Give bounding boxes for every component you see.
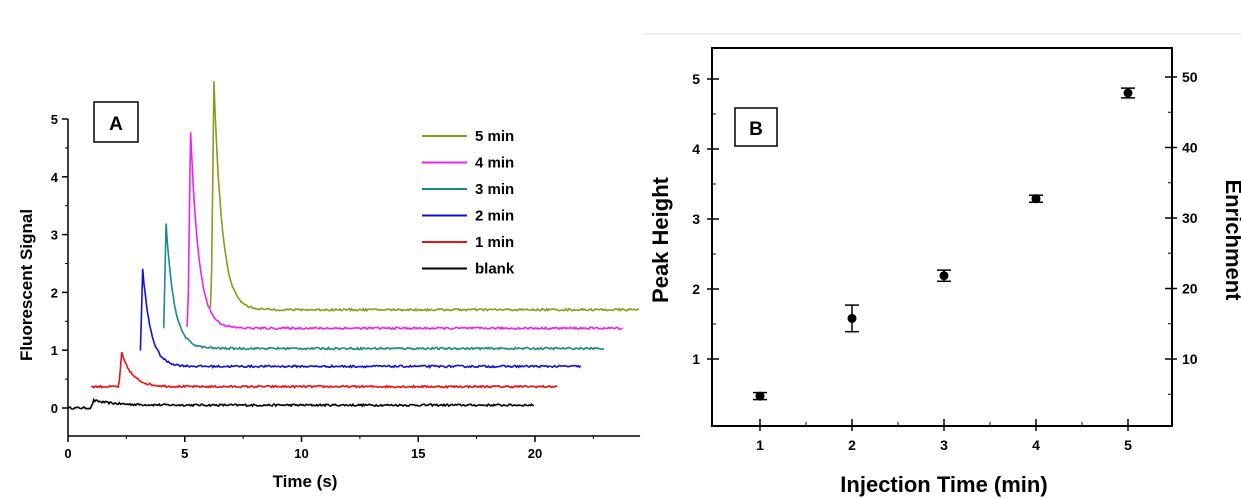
panel-b-y-axis-title: Peak Height [648, 176, 673, 303]
panel-a-x-tick-label: 5 [181, 446, 188, 461]
panel-b-x-tick-label: 5 [1124, 437, 1132, 453]
data-marker [1031, 194, 1041, 204]
panel-b-points [753, 87, 1135, 401]
series-line-blank [67, 397, 534, 410]
legend-label-5-min: 5 min [475, 128, 514, 145]
legend-label-3-min: 3 min [475, 181, 514, 198]
data-marker [939, 271, 949, 281]
panel-b-x-axis-title: Injection Time (min) [840, 472, 1047, 497]
data-point [845, 304, 859, 333]
panel-b-y-tick-label: 3 [692, 211, 700, 227]
panel-a-label: A [109, 114, 123, 135]
series-line-5-min [209, 81, 640, 313]
data-marker [847, 313, 857, 323]
data-point [1121, 87, 1135, 99]
panel-b-y-tick-label: 5 [692, 71, 700, 87]
data-point [753, 391, 767, 401]
panel-a-x-tick-label: 0 [64, 446, 71, 461]
panel-b-y2-axis-title: Enrichment [1221, 179, 1241, 301]
panel-a-y-ticks: 0 1 2 3 4 5 [51, 112, 68, 416]
panel-b-y-tick-label: 1 [692, 351, 700, 367]
panel-b-y2-ticks: 10 20 30 40 50 [1165, 69, 1198, 395]
panel-b-x-tick-label: 1 [756, 437, 764, 453]
panel-a-y-tick-label: 1 [51, 343, 58, 358]
panel-b-x-ticks: 1 2 3 4 5 [756, 419, 1132, 453]
panel-b-y2-tick-label: 20 [1182, 281, 1198, 297]
panel-a-x-tick-label: 10 [294, 446, 308, 461]
panel-a-label-box: A [93, 101, 139, 143]
panel-b-label: B [749, 119, 763, 140]
legend-label-2-min: 2 min [475, 208, 514, 225]
panel-a-y-tick-label: 5 [51, 112, 58, 127]
panel-b-x-tick-label: 2 [848, 437, 856, 453]
series-line-4-min [186, 132, 623, 331]
panel-b-y2-tick-label: 10 [1182, 351, 1198, 367]
panel-b-x-tick-label: 4 [1032, 437, 1040, 453]
panel-a-legend: 5 min 4 min 3 min 2 min 1 min blank [422, 128, 515, 278]
panel-b-plot-frame [711, 47, 1173, 427]
panel-b-x-tick-label: 3 [940, 437, 948, 453]
panel-a-y-axis-title: Fluorescent Signal [17, 209, 36, 361]
series-line-2-min [139, 268, 582, 369]
series-line-3-min [162, 223, 605, 351]
legend-label-4-min: 4 min [475, 155, 514, 172]
panel-a-series [67, 81, 640, 410]
panel-b-y2-tick-label: 50 [1182, 69, 1198, 85]
panel-b-y2-tick-label: 30 [1182, 210, 1198, 226]
panel-a-y-tick-label: 2 [51, 285, 58, 300]
panel-a-chart: 0 5 10 15 20 0 1 2 3 4 5 Time (s) Fluorescent Sig… [17, 81, 641, 491]
panel-a-y-tick-label: 4 [51, 170, 59, 185]
panel-b-chart: 1 2 3 4 5 1 2 3 4 5 10 20 30 40 50 Injection Time (m… [648, 47, 1241, 497]
panel-b-label-box: B [734, 107, 778, 147]
data-point [937, 269, 951, 283]
panel-a-y-tick-label: 3 [51, 228, 58, 243]
legend-label-1-min: 1 min [475, 234, 514, 251]
data-point [1029, 194, 1043, 204]
data-marker [1123, 88, 1133, 98]
panel-b-y-tick-label: 4 [692, 141, 700, 157]
panel-a-x-ticks: 0 5 10 15 20 [64, 436, 594, 461]
panel-a-x-tick-label: 15 [411, 446, 425, 461]
panel-b-y-ticks: 1 2 3 4 5 [692, 71, 719, 367]
panel-a-x-axis-title: Time (s) [273, 472, 338, 491]
series-line-1-min [90, 351, 558, 389]
legend-label-blank: blank [475, 261, 515, 278]
panel-a-x-tick-label: 20 [528, 446, 542, 461]
panel-b-y2-tick-label: 40 [1182, 140, 1198, 156]
panel-a-axes [67, 119, 641, 437]
data-marker [755, 391, 765, 401]
panel-a-y-tick-label: 0 [51, 401, 58, 416]
panel-b-y-tick-label: 2 [692, 281, 700, 297]
